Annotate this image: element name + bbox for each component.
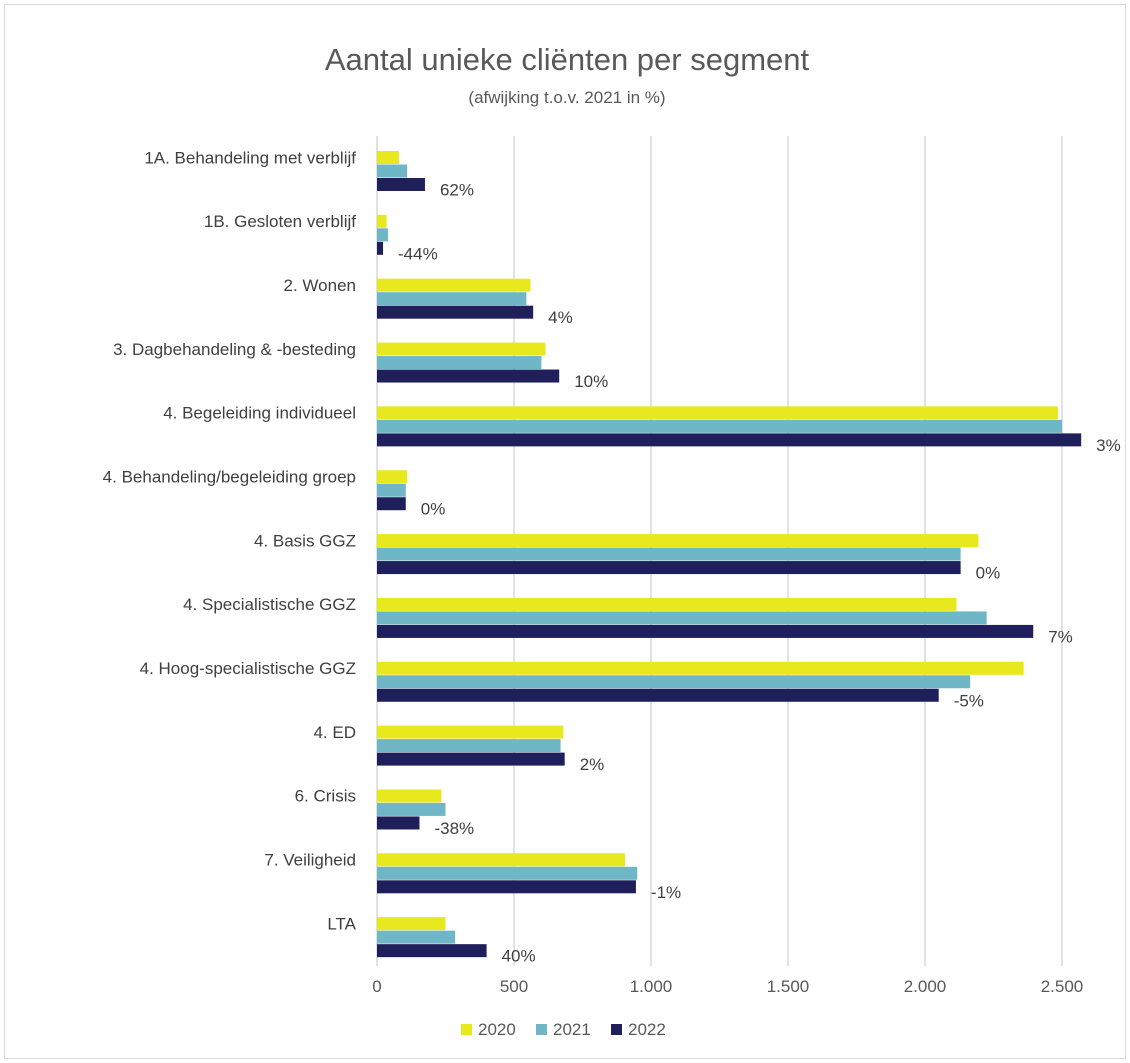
bar-2021-11 xyxy=(377,866,638,880)
category-label: 7. Veiligheid xyxy=(264,851,356,870)
category-label: 4. Behandeling/begeleiding groep xyxy=(103,467,356,486)
data-label: 3% xyxy=(1096,436,1121,455)
bar-2022-5 xyxy=(377,497,406,511)
category-label: LTA xyxy=(327,914,356,933)
bar-2021-9 xyxy=(377,739,561,753)
category-label: 4. Begeleiding individueel xyxy=(163,404,356,423)
data-label: 0% xyxy=(976,564,1001,583)
x-tick-label: 1.000 xyxy=(630,977,673,996)
data-label: 2% xyxy=(580,755,605,774)
bar-2021-2 xyxy=(377,292,527,306)
bar-2021-5 xyxy=(377,483,406,497)
bar-2020-7 xyxy=(377,597,957,611)
bar-2022-7 xyxy=(377,624,1034,638)
bar-2020-1 xyxy=(377,214,387,228)
bar-2022-8 xyxy=(377,688,939,702)
data-label: 4% xyxy=(548,308,573,327)
bar-2022-1 xyxy=(377,241,384,255)
bar-2020-4 xyxy=(377,406,1058,420)
bar-2021-12 xyxy=(377,930,456,944)
legend-swatch-2020 xyxy=(461,1024,472,1035)
data-label: -1% xyxy=(651,883,681,902)
x-tick-label: 0 xyxy=(372,977,381,996)
data-label: -44% xyxy=(398,244,438,263)
bar-2022-4 xyxy=(377,433,1082,447)
bar-2021-7 xyxy=(377,611,987,625)
legend-label: 2020 xyxy=(478,1020,516,1039)
chart-subtitle: (afwijking t.o.v. 2021 in %) xyxy=(468,88,665,107)
x-tick-label: 2.000 xyxy=(904,977,947,996)
category-label: 1B. Gesloten verblijf xyxy=(204,212,356,231)
data-label: 7% xyxy=(1048,627,1073,646)
category-label: 2. Wonen xyxy=(284,276,356,295)
bar-2022-2 xyxy=(377,305,534,319)
data-label: -5% xyxy=(954,691,984,710)
bar-2021-8 xyxy=(377,675,971,689)
bar-2020-9 xyxy=(377,725,564,739)
x-tick-label: 1.500 xyxy=(767,977,810,996)
category-labels: 1A. Behandeling met verblijf 1B. Gesloten… xyxy=(103,148,357,933)
bar-2022-10 xyxy=(377,816,420,830)
bar-2020-6 xyxy=(377,534,979,548)
bar-2020-11 xyxy=(377,853,625,867)
bar-2021-10 xyxy=(377,802,446,816)
bar-2022-3 xyxy=(377,369,560,383)
data-label: 62% xyxy=(440,181,474,200)
bar-2022-9 xyxy=(377,752,565,766)
bar-2020-3 xyxy=(377,342,546,356)
legend-label: 2021 xyxy=(553,1020,591,1039)
legend-swatch-2022 xyxy=(611,1024,622,1035)
data-label: -38% xyxy=(434,819,474,838)
legend: 2020 2021 2022 xyxy=(461,1020,666,1039)
category-label: 4. ED xyxy=(313,723,356,742)
x-tick-label: 2.500 xyxy=(1041,977,1084,996)
category-label: 3. Dagbehandeling & -besteding xyxy=(113,340,356,359)
data-label: 0% xyxy=(421,500,446,519)
data-labels: 62% -44% 4% 10% 3% 0% 0% 7% -5% 2% -38% -1% 40% xyxy=(398,181,1121,966)
category-label: 1A. Behandeling met verblijf xyxy=(144,148,356,167)
bar-2021-6 xyxy=(377,547,961,561)
bar-2020-8 xyxy=(377,661,1024,675)
bar-2020-12 xyxy=(377,917,446,931)
category-label: 4. Basis GGZ xyxy=(254,531,356,550)
legend-label: 2022 xyxy=(628,1020,666,1039)
x-axis-ticks: 0 500 1.000 1.500 2.000 2.500 xyxy=(372,977,1083,996)
bar-2020-10 xyxy=(377,789,442,803)
x-tick-label: 500 xyxy=(500,977,528,996)
data-label: 40% xyxy=(502,947,536,966)
bar-2021-3 xyxy=(377,356,542,370)
category-label: 4. Specialistische GGZ xyxy=(183,595,356,614)
bar-2022-0 xyxy=(377,178,425,191)
category-label: 4. Hoog-specialistische GGZ xyxy=(140,659,356,678)
bar-2020-0 xyxy=(377,151,399,164)
legend-swatch-2021 xyxy=(536,1024,547,1035)
bar-2021-0 xyxy=(377,164,408,178)
bar-2021-1 xyxy=(377,228,388,242)
bars xyxy=(377,151,1082,958)
bar-2021-4 xyxy=(377,419,1062,433)
bar-2022-12 xyxy=(377,944,487,958)
bar-2022-11 xyxy=(377,880,636,894)
chart-title: Aantal unieke cliënten per segment xyxy=(325,42,810,77)
bar-2020-2 xyxy=(377,278,531,292)
category-label: 6. Crisis xyxy=(295,787,356,806)
data-label: 10% xyxy=(574,372,608,391)
bar-2022-6 xyxy=(377,561,961,575)
bar-2020-5 xyxy=(377,470,408,484)
